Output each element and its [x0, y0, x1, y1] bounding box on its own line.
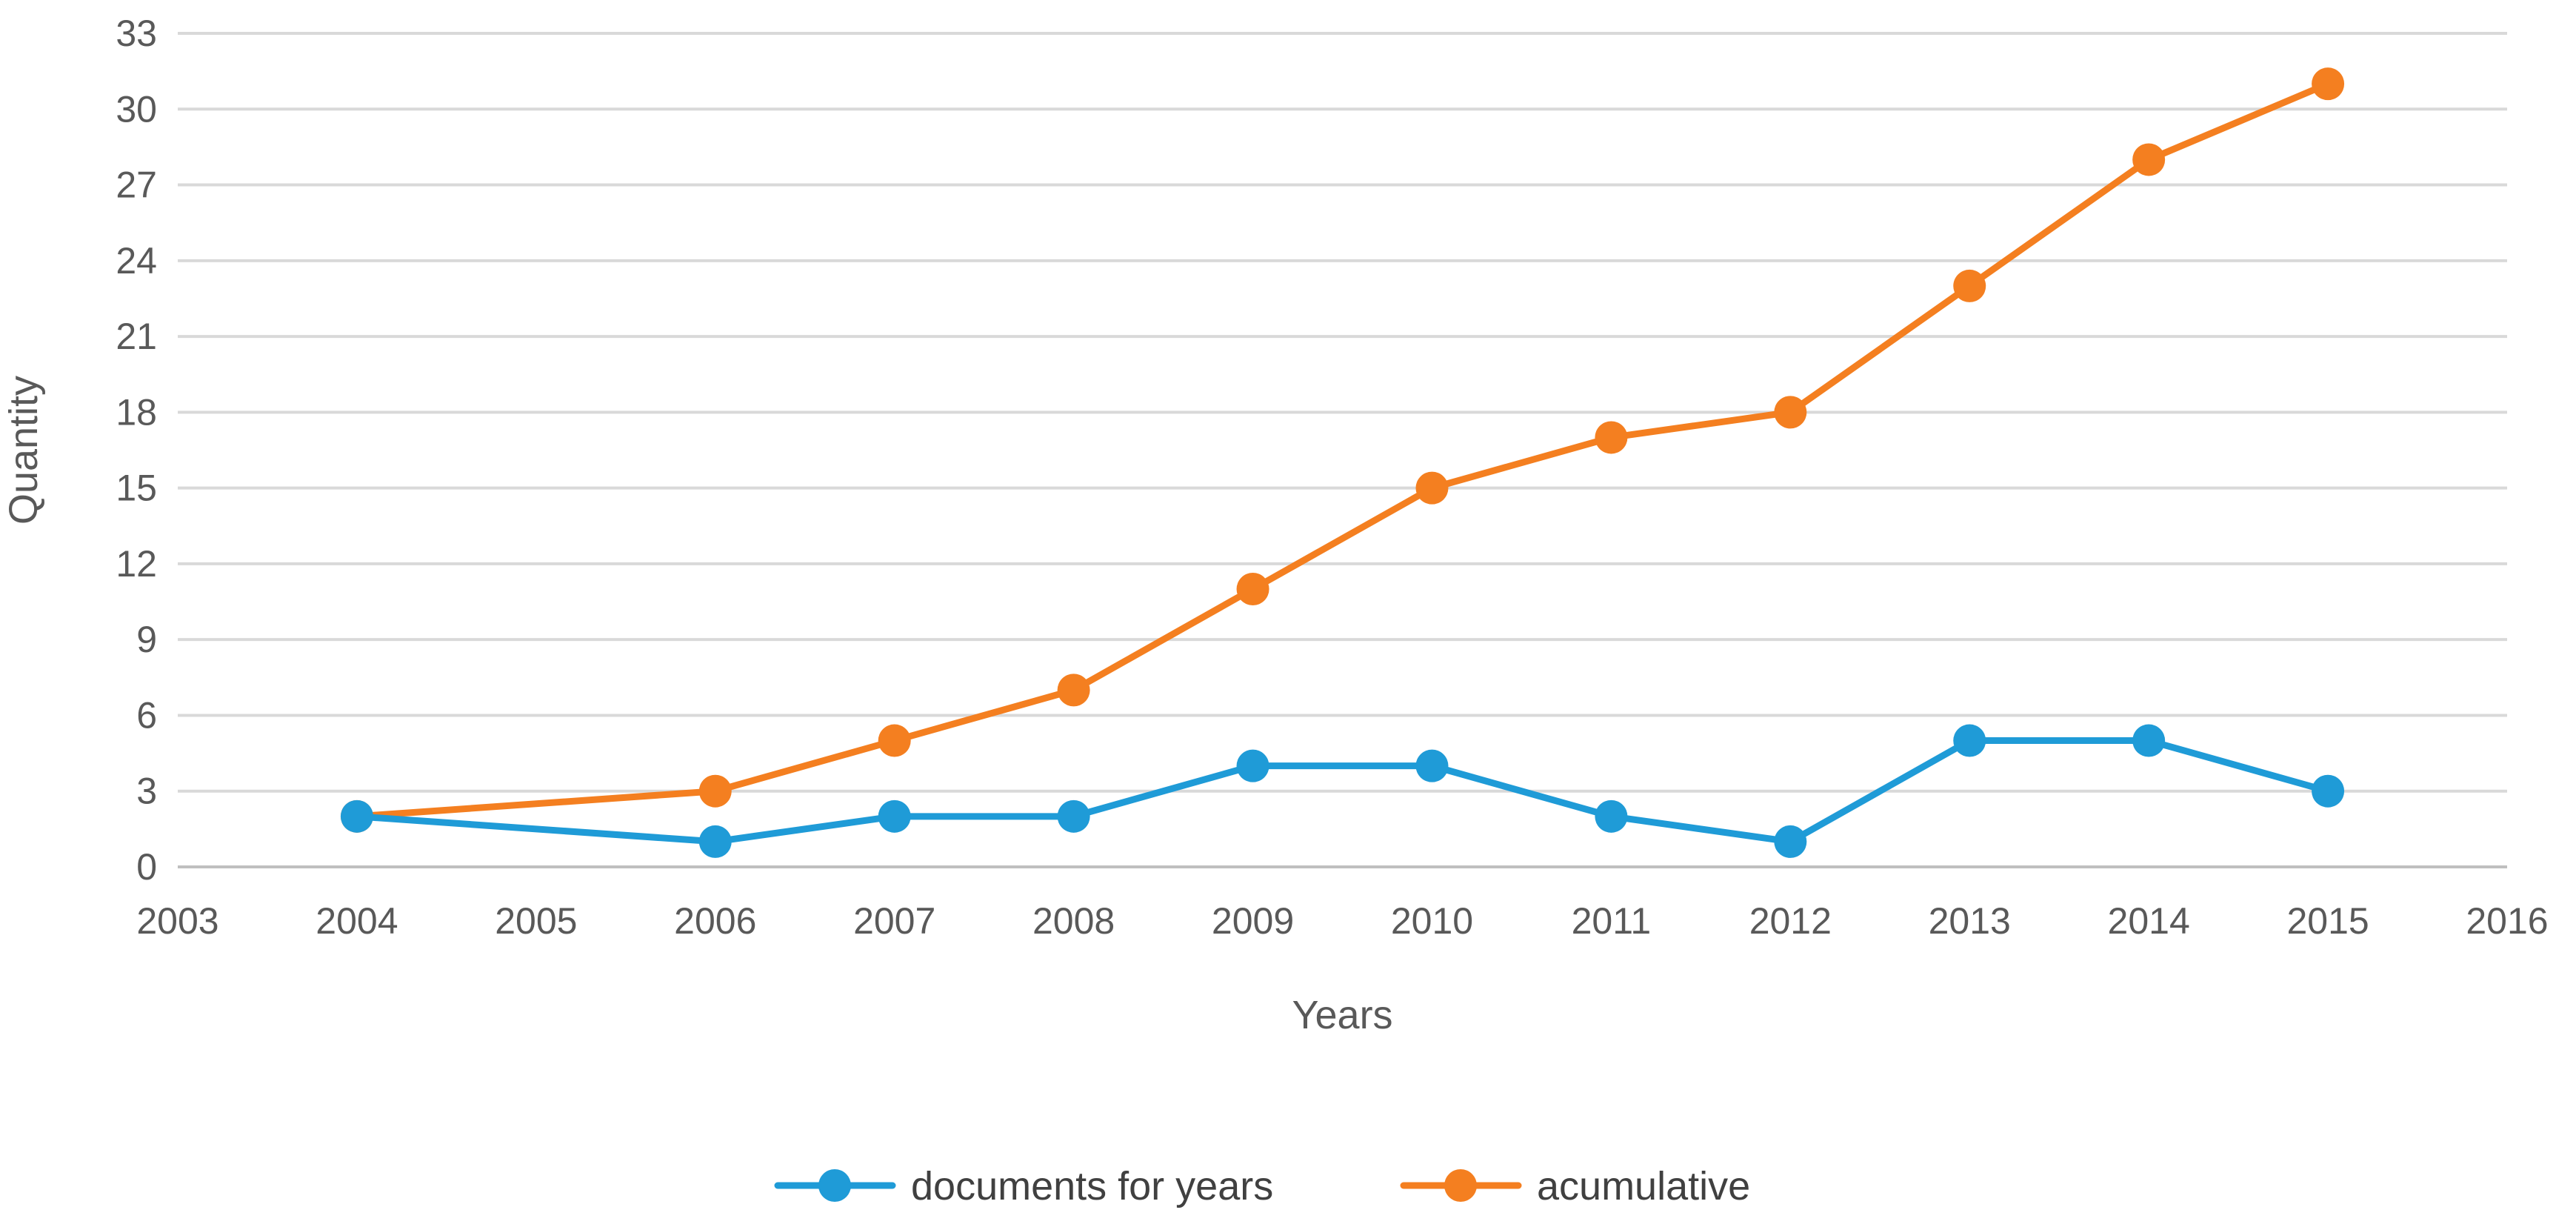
- series-0: [340, 724, 2345, 858]
- y-tick-label: 24: [116, 240, 157, 282]
- legend: documents for years acumulative: [774, 1164, 1750, 1208]
- series-1: [340, 67, 2345, 833]
- y-tick-label: 33: [116, 13, 157, 54]
- y-tick-label: 9: [136, 619, 157, 660]
- x-tick-label: 2013: [1929, 900, 2011, 942]
- data-point: [1415, 749, 1449, 782]
- x-tick-label: 2004: [316, 900, 398, 942]
- x-tick-label: 2012: [1749, 900, 1832, 942]
- data-point: [1236, 573, 1269, 605]
- data-point: [1774, 825, 1807, 858]
- x-axis-title: Years: [1292, 993, 1392, 1037]
- legend-swatch-marker: [818, 1169, 851, 1202]
- x-tick-labels: 2003 2004 2005 2006 2007 2008 2009 2010 2011 2012…: [136, 900, 2548, 942]
- data-point: [698, 774, 732, 808]
- data-point: [340, 799, 373, 833]
- y-tick-label: 30: [116, 88, 157, 130]
- data-point: [2312, 774, 2345, 808]
- x-tick-label: 2006: [674, 900, 756, 942]
- y-tick-label: 18: [116, 391, 157, 433]
- legend-swatch-marker: [1444, 1169, 1477, 1202]
- x-tick-label: 2008: [1032, 900, 1115, 942]
- y-tick-label: 15: [116, 468, 157, 509]
- data-point: [1057, 799, 1090, 833]
- x-tick-label: 2010: [1391, 900, 1473, 942]
- data-point: [2132, 143, 2166, 176]
- data-point: [878, 724, 911, 757]
- x-tick-label: 2009: [1212, 900, 1294, 942]
- y-tick-label: 0: [136, 846, 157, 888]
- data-point: [698, 825, 732, 858]
- x-tick-label: 2015: [2286, 900, 2369, 942]
- y-tick-labels: 0 3 6 9 12 15 18 21 24 27 30 33: [116, 13, 157, 888]
- data-point: [878, 799, 911, 833]
- legend-item-0: documents for years: [774, 1164, 1273, 1208]
- y-tick-label: 12: [116, 543, 157, 585]
- data-point: [1953, 269, 1986, 302]
- x-tick-label: 2003: [136, 900, 218, 942]
- x-tick-label: 2011: [1572, 900, 1652, 942]
- data-point: [1057, 674, 1090, 707]
- x-tick-label: 2014: [2108, 900, 2190, 942]
- legend-label: acumulative: [1537, 1164, 1750, 1208]
- data-point: [1953, 724, 1986, 757]
- x-tick-label: 2005: [495, 900, 577, 942]
- data-point: [2132, 724, 2166, 757]
- y-tick-label: 21: [116, 316, 157, 357]
- series-group: [340, 67, 2345, 858]
- y-tick-label: 6: [136, 694, 157, 736]
- data-point: [1595, 799, 1628, 833]
- data-point: [1595, 421, 1628, 454]
- data-point: [1236, 749, 1269, 782]
- y-tick-label: 3: [136, 771, 157, 812]
- legend-item-1: acumulative: [1400, 1164, 1750, 1208]
- y-tick-label: 27: [116, 164, 157, 206]
- x-tick-label: 2016: [2466, 900, 2548, 942]
- x-tick-label: 2007: [853, 900, 935, 942]
- data-point: [1415, 471, 1449, 505]
- series-line-1: [353, 80, 2332, 820]
- gridlines: [178, 32, 2507, 793]
- data-point: [2312, 67, 2345, 101]
- data-point: [1774, 396, 1807, 429]
- y-axis-title: Quantity: [1, 376, 46, 525]
- legend-label: documents for years: [911, 1164, 1273, 1208]
